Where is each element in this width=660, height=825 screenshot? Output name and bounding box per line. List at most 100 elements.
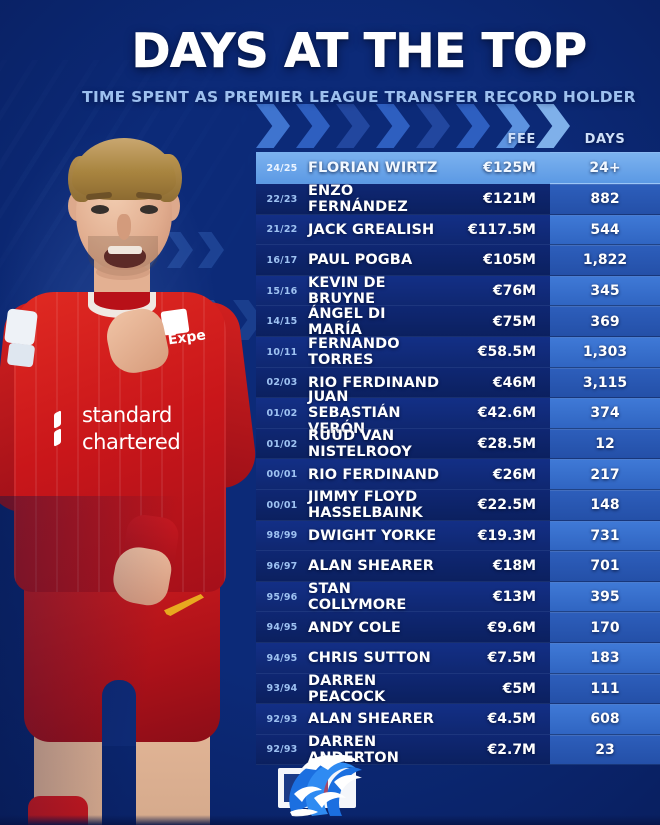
cell-fee: €26M: [492, 466, 536, 483]
cell-fee: €125M: [483, 160, 536, 176]
table-row[interactable]: 96/97 ALAN SHEARER €18M 701: [256, 551, 660, 582]
cell-days: 170: [590, 619, 620, 636]
cell-player: RIO FERDINAND: [308, 466, 440, 483]
cell-days: 23: [595, 741, 615, 758]
cell-fee: €4.5M: [487, 711, 536, 728]
cell-player: FERNANDO TORRES: [308, 336, 400, 369]
cell-season: 94/95: [266, 622, 298, 634]
cell-fee: €7.5M: [487, 650, 536, 667]
cell-season: 14/15: [266, 316, 298, 328]
cell-days: 12: [595, 436, 615, 453]
transfer-record-table: FEE DAYS 24/25 FLORIAN WIRTZ €125M 24+ 22/23…: [256, 126, 660, 766]
table-row[interactable]: 16/17 PAUL POGBA €105M 1,822: [256, 245, 660, 276]
cell-days: 701: [590, 558, 620, 575]
table-row[interactable]: 94/95 CHRIS SUTTON €7.5M 183: [256, 642, 660, 674]
table-row[interactable]: 21/22 JACK GREALISH €117.5M 544: [256, 214, 660, 246]
cell-fee: €13M: [492, 589, 536, 606]
cell-player: ALAN SHEARER: [308, 558, 435, 575]
cell-days: 1,822: [582, 252, 628, 269]
cell-season: 00/01: [266, 499, 298, 511]
cell-player: ANDY COLE: [308, 619, 401, 636]
cell-season: 92/93: [266, 713, 298, 725]
cell-season: 22/23: [266, 193, 298, 205]
cell-days: 369: [590, 313, 620, 330]
table-row[interactable]: 24/25 FLORIAN WIRTZ €125M 24+: [256, 152, 660, 184]
cell-season: 98/99: [266, 530, 298, 542]
cell-player: ENZO FERNÁNDEZ: [308, 183, 408, 216]
cell-days: 24+: [589, 160, 621, 176]
table-row[interactable]: 92/93 ALAN SHEARER €4.5M 608: [256, 704, 660, 735]
cell-player: RUUD VAN NISTELROOY: [308, 428, 412, 461]
cell-days: 374: [590, 405, 620, 422]
cell-days: 395: [590, 589, 620, 606]
cell-player: FLORIAN WIRTZ: [308, 160, 438, 176]
cell-player: DARREN PEACOCK: [308, 672, 386, 705]
cell-days: 183: [590, 650, 620, 667]
cell-fee: €2.7M: [487, 741, 536, 758]
cell-season: 21/22: [266, 224, 298, 236]
cell-fee: €5M: [502, 680, 536, 697]
cell-fee: €18M: [492, 558, 536, 575]
cell-fee: €121M: [483, 191, 536, 208]
cell-days: 111: [590, 680, 620, 697]
cell-season: 02/03: [266, 377, 298, 389]
cell-fee: €28.5M: [477, 436, 536, 453]
wave-icon: [289, 754, 362, 817]
table-row[interactable]: 10/11 FERNANDO TORRES €58.5M 1,303: [256, 336, 660, 369]
cell-days: 608: [590, 711, 620, 728]
cell-season: 94/95: [266, 652, 298, 664]
cell-days: 882: [590, 191, 620, 208]
bottom-fade: [0, 815, 660, 825]
cell-player: CHRIS SUTTON: [308, 650, 431, 667]
cell-days: 217: [590, 466, 620, 483]
cell-player: ALAN SHEARER: [308, 711, 435, 728]
table-row[interactable]: 98/99 DWIGHT YORKE €19.3M 731: [256, 520, 660, 552]
cell-days: 544: [590, 221, 620, 238]
wave-logo: [272, 742, 370, 822]
cell-days: 148: [590, 497, 620, 514]
page-subtitle: TIME SPENT AS PREMIER LEAGUE TRANSFER RE…: [82, 88, 636, 106]
table-row[interactable]: 93/94 DARREN PEACOCK €5M 111: [256, 672, 660, 705]
cell-days: 3,115: [582, 374, 628, 391]
cell-season: 93/94: [266, 683, 298, 695]
cell-player: JIMMY FLOYD HASSELBAINK: [308, 489, 423, 522]
cell-season: 10/11: [266, 346, 298, 358]
page-title: DAYS AT THE TOP: [131, 24, 587, 80]
cell-season: 15/16: [266, 285, 298, 297]
cell-fee: €19.3M: [477, 527, 536, 544]
cell-fee: €9.6M: [487, 619, 536, 636]
cell-fee: €46M: [492, 374, 536, 391]
cell-season: 01/02: [266, 438, 298, 450]
cell-player: DWIGHT YORKE: [308, 527, 437, 544]
cell-fee: €22.5M: [477, 497, 536, 514]
cell-season: 16/17: [266, 254, 298, 266]
cell-season: 24/25: [266, 162, 298, 174]
column-header-days: DAYS: [584, 131, 626, 147]
table-row[interactable]: 15/16 KEVIN DE BRUYNE €76M 345: [256, 275, 660, 308]
table-header-row: FEE DAYS: [256, 126, 660, 152]
table-row[interactable]: 94/95 ANDY COLE €9.6M 170: [256, 612, 660, 643]
table-row[interactable]: 01/02 RUUD VAN NISTELROOY €28.5M 12: [256, 428, 660, 461]
cell-player: KEVIN DE BRUYNE: [308, 275, 386, 308]
cell-days: 1,303: [582, 344, 628, 361]
cell-player: ÁNGEL DI MARÍA: [308, 305, 386, 338]
cell-fee: €58.5M: [477, 344, 536, 361]
cell-fee: €76M: [492, 283, 536, 300]
table-row[interactable]: 14/15 ÁNGEL DI MARÍA €75M 369: [256, 305, 660, 338]
cell-player: PAUL POGBA: [308, 252, 413, 269]
cell-fee: €117.5M: [468, 221, 536, 238]
table-body: 24/25 FLORIAN WIRTZ €125M 24+ 22/23 ENZO FERN…: [256, 152, 660, 766]
column-header-fee: FEE: [507, 131, 536, 147]
cell-player: STAN COLLYMORE: [308, 581, 407, 614]
cell-days: 731: [590, 527, 620, 544]
cell-season: 96/97: [266, 560, 298, 572]
cell-days: 345: [590, 283, 620, 300]
table-row[interactable]: 00/01 JIMMY FLOYD HASSELBAINK €22.5M 148: [256, 489, 660, 522]
table-row[interactable]: 00/01 RIO FERDINAND €26M 217: [256, 459, 660, 490]
table-row[interactable]: 95/96 STAN COLLYMORE €13M 395: [256, 581, 660, 614]
table-row[interactable]: 01/02 JUAN SEBASTIÁN VERÓN €42.6M 374: [256, 389, 660, 437]
cell-season: 00/01: [266, 469, 298, 481]
cell-fee: €105M: [483, 252, 536, 269]
table-row[interactable]: 22/23 ENZO FERNÁNDEZ €121M 882: [256, 183, 660, 216]
cell-fee: €42.6M: [477, 405, 536, 422]
